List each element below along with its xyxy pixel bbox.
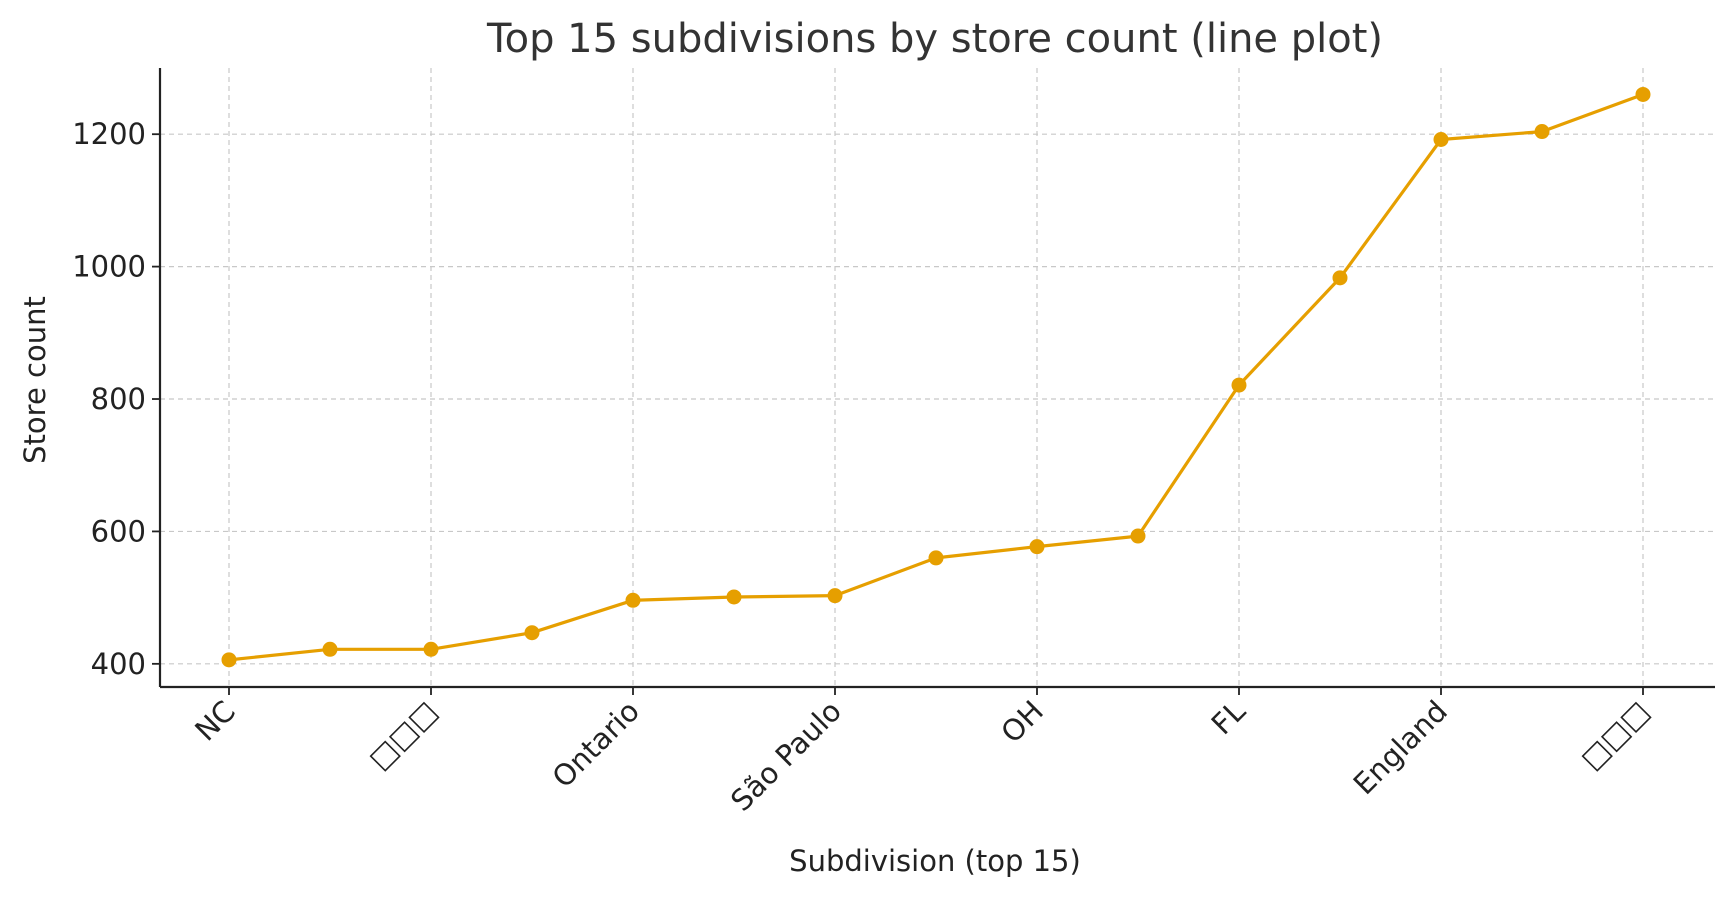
data-point <box>928 550 944 566</box>
x-tick-label: NC <box>188 694 242 748</box>
series-line <box>228 92 1644 662</box>
y-tick-label: 1000 <box>72 250 146 284</box>
data-point <box>1130 528 1146 544</box>
x-tick-label: São Paulo <box>724 694 848 818</box>
x-tick-label: OH <box>994 694 1050 750</box>
x-tick-label: □□□ <box>1574 694 1656 776</box>
data-point <box>1231 377 1247 393</box>
x-ticks: NC □□□ Ontario São Paulo OH FL England □□□ <box>188 687 1656 818</box>
y-tick-label: 600 <box>91 514 146 548</box>
data-point <box>1029 539 1045 555</box>
y-tick-label: 400 <box>91 647 146 681</box>
x-axis-label: Subdivision (top 15) <box>789 844 1081 878</box>
data-point <box>322 641 338 657</box>
data-point <box>524 625 540 641</box>
series-store-count <box>221 86 1651 668</box>
y-axis-label: Store count <box>18 296 52 464</box>
data-point <box>1332 270 1348 286</box>
data-point <box>1635 86 1651 102</box>
x-tick-label: Ontario <box>545 694 645 794</box>
y-ticks: 400 600 800 1000 1200 <box>72 117 160 681</box>
data-point <box>625 592 641 608</box>
data-point <box>1534 124 1550 140</box>
data-point <box>726 589 742 605</box>
x-tick-label: □□□ <box>362 694 444 776</box>
grid <box>160 68 1715 687</box>
x-tick-label: England <box>1347 694 1454 801</box>
data-point <box>423 641 439 657</box>
data-point <box>221 652 237 668</box>
y-tick-label: 800 <box>91 382 146 416</box>
axes <box>158 68 1715 689</box>
data-point <box>827 588 843 604</box>
chart-title: Top 15 subdivisions by store count (line… <box>486 16 1383 62</box>
data-point <box>1433 131 1449 147</box>
x-tick-label: FL <box>1205 694 1252 741</box>
y-tick-label: 1200 <box>72 117 146 151</box>
